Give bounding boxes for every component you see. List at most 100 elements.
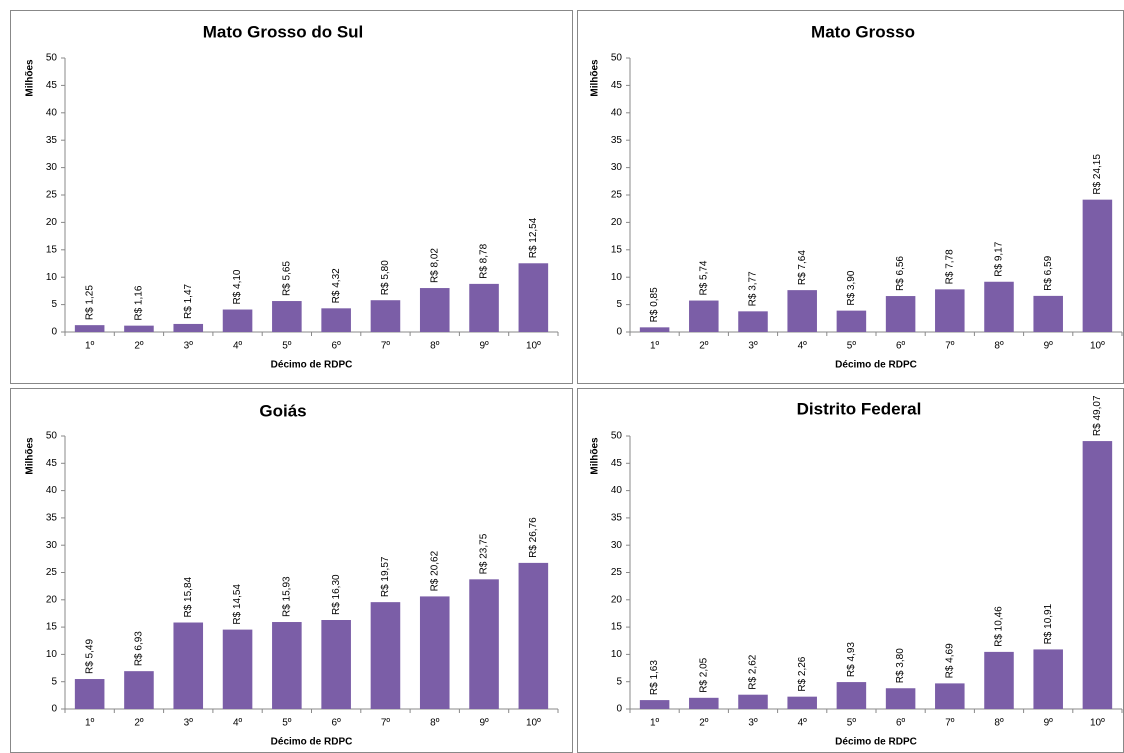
value-label: R$ 1,47 xyxy=(183,283,194,318)
y-tick-label: 50 xyxy=(46,431,58,442)
y-axis-label: Milhões xyxy=(25,59,36,97)
value-label: R$ 10,91 xyxy=(1043,603,1054,644)
x-tick-label: 1º xyxy=(650,718,660,729)
x-tick-label: 1º xyxy=(650,341,660,352)
y-tick-label: 45 xyxy=(46,80,58,91)
value-label: R$ 8,02 xyxy=(429,248,440,283)
value-label: R$ 14,54 xyxy=(232,584,243,625)
y-tick-label: 40 xyxy=(46,107,58,118)
x-tick-label: 1º xyxy=(85,341,95,352)
y-tick-label: 15 xyxy=(46,244,58,255)
x-tick-label: 2º xyxy=(699,341,709,352)
chart-title: Mato Grosso xyxy=(811,22,915,41)
bar xyxy=(738,311,768,332)
x-tick-label: 6º xyxy=(896,341,906,352)
value-label: R$ 6,59 xyxy=(1043,255,1054,290)
bar xyxy=(885,296,916,332)
chart-title: Distrito Federal xyxy=(797,399,922,418)
x-tick-label: 10º xyxy=(526,718,541,729)
value-label: R$ 15,84 xyxy=(183,576,194,617)
bar xyxy=(738,694,768,709)
y-tick-label: 10 xyxy=(611,272,623,283)
value-label: R$ 8,78 xyxy=(479,243,490,278)
value-label: R$ 5,49 xyxy=(84,639,95,674)
y-tick-label: 25 xyxy=(611,190,623,201)
bar xyxy=(469,283,499,332)
x-tick-label: 9º xyxy=(479,718,489,729)
value-label: R$ 4,69 xyxy=(944,643,955,678)
value-label: R$ 1,25 xyxy=(84,285,95,320)
bar xyxy=(518,263,549,332)
bar xyxy=(984,281,1014,332)
y-tick-label: 45 xyxy=(611,80,623,91)
x-tick-label: 6º xyxy=(332,341,342,352)
value-label: R$ 7,64 xyxy=(797,250,808,285)
chart-title: Goiás xyxy=(259,401,306,420)
value-label: R$ 12,54 xyxy=(528,217,539,258)
bar xyxy=(787,290,817,332)
bar xyxy=(836,310,867,332)
bar xyxy=(639,327,670,332)
y-tick-label: 50 xyxy=(611,53,623,64)
value-label: R$ 49,07 xyxy=(1092,395,1103,436)
x-tick-label: 8º xyxy=(430,718,440,729)
value-label: R$ 23,75 xyxy=(479,533,490,574)
value-label: R$ 1,16 xyxy=(134,285,145,320)
value-label: R$ 2,62 xyxy=(748,654,759,689)
value-label: R$ 3,90 xyxy=(846,270,857,305)
y-tick-label: 5 xyxy=(51,299,57,310)
x-tick-label: 4º xyxy=(798,718,808,729)
bar xyxy=(272,622,302,709)
bar xyxy=(419,596,450,709)
y-tick-label: 30 xyxy=(611,540,623,551)
y-tick-label: 20 xyxy=(46,217,58,228)
value-label: R$ 4,93 xyxy=(846,642,857,677)
x-tick-label: 2º xyxy=(134,341,144,352)
y-tick-label: 40 xyxy=(611,485,623,496)
bar xyxy=(984,651,1014,709)
bar xyxy=(1033,649,1063,709)
y-tick-label: 20 xyxy=(46,594,58,605)
x-tick-label: 10º xyxy=(526,341,541,352)
x-tick-label: 10º xyxy=(1090,718,1105,729)
x-tick-label: 9º xyxy=(479,341,489,352)
value-label: R$ 4,32 xyxy=(331,268,342,303)
x-tick-label: 7º xyxy=(381,341,391,352)
chart-title: Mato Grosso do Sul xyxy=(203,22,364,41)
bar xyxy=(1082,441,1113,709)
bar xyxy=(836,682,867,709)
y-tick-label: 30 xyxy=(46,540,58,551)
x-tick-label: 3º xyxy=(748,718,758,729)
x-tick-label: 6º xyxy=(332,718,342,729)
y-tick-label: 40 xyxy=(611,107,623,118)
x-tick-label: 8º xyxy=(994,341,1004,352)
y-tick-label: 40 xyxy=(46,485,58,496)
x-tick-label: 7º xyxy=(381,718,391,729)
y-tick-label: 50 xyxy=(46,53,58,64)
y-tick-label: 35 xyxy=(46,513,58,524)
x-tick-label: 3º xyxy=(184,718,194,729)
y-tick-label: 5 xyxy=(616,676,622,687)
y-tick-label: 25 xyxy=(611,567,623,578)
y-axis-label: Milhões xyxy=(590,59,601,97)
x-axis-label: Décimo de RDPC xyxy=(271,737,353,748)
value-label: R$ 15,93 xyxy=(281,576,292,617)
y-tick-label: 0 xyxy=(616,704,622,715)
x-tick-label: 2º xyxy=(134,718,144,729)
y-axis-label: Milhões xyxy=(590,437,601,475)
bar xyxy=(124,671,154,709)
bar xyxy=(173,323,204,332)
bar xyxy=(321,620,351,709)
value-label: R$ 24,15 xyxy=(1092,154,1103,195)
y-tick-label: 30 xyxy=(46,162,58,173)
y-tick-label: 35 xyxy=(46,135,58,146)
x-axis-label: Décimo de RDPC xyxy=(271,360,353,371)
bar xyxy=(419,288,450,332)
value-label: R$ 1,63 xyxy=(649,660,660,695)
x-tick-label: 6º xyxy=(896,718,906,729)
bar xyxy=(689,697,719,709)
x-tick-label: 7º xyxy=(945,718,955,729)
y-tick-label: 30 xyxy=(611,162,623,173)
x-tick-label: 5º xyxy=(282,718,292,729)
y-tick-label: 0 xyxy=(51,704,57,715)
